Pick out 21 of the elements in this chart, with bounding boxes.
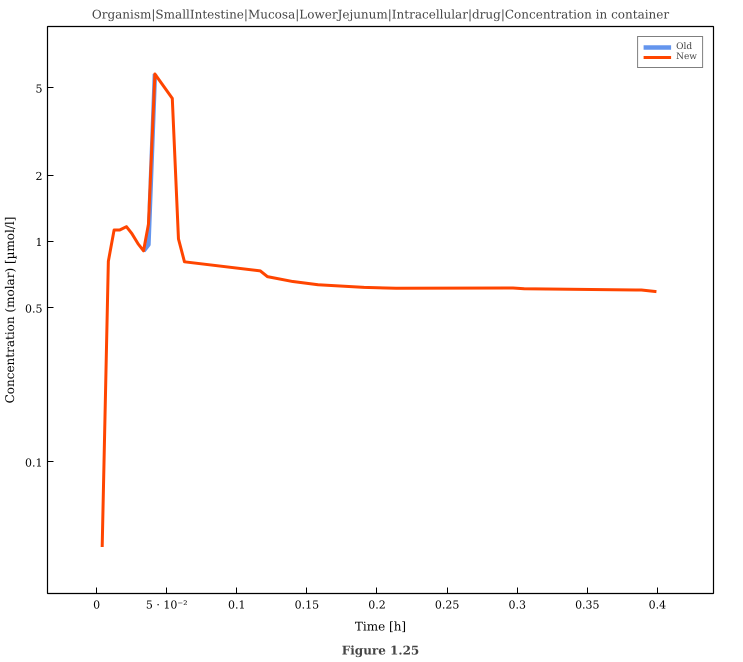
caption: Figure 1.25: [342, 644, 420, 658]
line-series: [100, 72, 658, 548]
y-tick-label: 5: [36, 82, 42, 96]
chart-title: Organism|SmallIntestine|Mucosa|LowerJejunum|Intracellular|drug|Concentration in container: [92, 8, 670, 22]
y-tick-label: 1: [36, 236, 42, 250]
x-tick-label: 0.3: [508, 598, 526, 612]
y-tick-label: 0.5: [25, 302, 43, 316]
x-tick-label: 0.2: [368, 598, 386, 612]
x-tick-label: 0.15: [294, 598, 320, 612]
legend-label: Old: [676, 42, 694, 52]
legend-label: New: [676, 52, 697, 62]
y-axis-title: Concentration (molar) [µmol/l]: [3, 216, 18, 404]
x-tick-label: 5 · 10⁻²: [146, 598, 188, 612]
y-tick-label: 0.1: [25, 456, 43, 470]
x-tick-label: 0.1: [228, 598, 246, 612]
x-axis-title: Time [h]: [354, 620, 406, 634]
x-tick-label: 0.25: [434, 598, 460, 612]
x-tick-label: 0.4: [648, 598, 666, 612]
x-tick-label: 0: [93, 598, 100, 612]
y-tick-label: 2: [36, 170, 42, 183]
x-tick-label: 0.35: [575, 598, 600, 612]
